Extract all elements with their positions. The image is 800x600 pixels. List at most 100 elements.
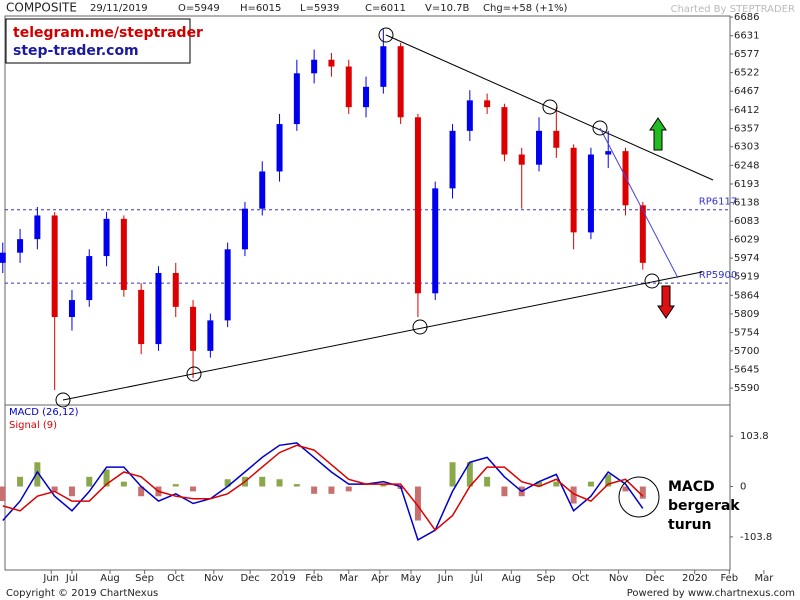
histogram-bar — [570, 486, 577, 504]
histogram-bar — [138, 486, 145, 497]
y-tick-label: 6248 — [734, 160, 759, 171]
header-field: Chg=+58 (+1%) — [483, 3, 567, 14]
histogram-bar — [605, 474, 612, 487]
x-tick-label: Feb — [720, 573, 738, 584]
candle-body — [570, 147, 577, 233]
y-tick-label: 6303 — [734, 142, 759, 153]
histogram-bar — [536, 481, 543, 487]
candle-body — [155, 272, 162, 345]
candle-body — [311, 59, 318, 74]
histogram-bar — [224, 479, 231, 487]
y-tick-label: 5754 — [734, 328, 759, 339]
x-tick-label: Aug — [502, 573, 522, 584]
chart-title: COMPOSITE — [6, 1, 77, 15]
candle-body — [605, 151, 612, 155]
histogram-bar — [34, 462, 41, 487]
candle-body — [414, 117, 421, 294]
y-tick-label: 5919 — [734, 272, 759, 283]
frame — [4, 15, 731, 571]
candle-body — [449, 130, 456, 189]
histogram-bar — [345, 486, 352, 492]
histogram-bar — [380, 484, 387, 487]
histogram-bar — [17, 476, 24, 487]
x-tick-label: Jun — [437, 573, 454, 584]
y-tick-label: 5590 — [734, 383, 759, 394]
y-tick-label: 5809 — [734, 309, 759, 320]
legend-entry: Signal (9) — [9, 420, 57, 431]
x-tick-label: Mar — [339, 573, 359, 584]
histogram-bar — [484, 476, 491, 487]
y-tick-label: 6686 — [734, 12, 759, 23]
down-arrow — [657, 285, 675, 319]
x-tick-label: Sep — [537, 573, 556, 584]
histogram-bar — [68, 486, 75, 497]
histogram-bar — [86, 476, 93, 487]
plot: 6686 6631 6577 6522 6467 6412 6357 6303 6248 6193… — [0, 12, 774, 584]
marker-circle — [412, 319, 428, 335]
marker-circle — [378, 27, 394, 43]
x-tick-label: Feb — [305, 573, 323, 584]
x-tick-label: Apr — [371, 573, 389, 584]
candle-body — [172, 272, 179, 307]
histogram-bar — [587, 481, 594, 487]
header-field: C=6011 — [365, 3, 406, 14]
x-tick-label: Sep — [135, 573, 154, 584]
footer-left: Copyright © 2019 ChartNexus — [6, 588, 158, 599]
candle-body — [397, 46, 404, 118]
header: 29/11/2019 O=5949 H=6015 L=5939 C=6011 V=10.7… — [90, 3, 567, 14]
x-tick-label: Mar — [754, 573, 774, 584]
histogram-bar — [172, 484, 179, 487]
y-tick-label: 103.8 — [740, 431, 769, 442]
histogram-bar — [120, 481, 127, 487]
y-tick-label: -103.8 — [740, 532, 772, 543]
histogram-bar — [553, 481, 560, 487]
y-tick-label: 6467 — [734, 86, 759, 97]
annotation: MACD — [668, 479, 715, 495]
x-tick-label: Nov — [204, 573, 224, 584]
candle-body — [501, 107, 508, 155]
x-tick-label: Dec — [645, 573, 664, 584]
reference-label: RP6117 — [699, 197, 737, 208]
candle-body — [138, 289, 145, 345]
candle-body — [241, 208, 248, 250]
annotation: bergerak — [668, 498, 740, 514]
marker-circle — [644, 273, 660, 289]
credit: Charted By STEPTRADER — [671, 4, 795, 15]
marker-circle — [592, 120, 608, 136]
candle-body — [34, 215, 41, 240]
candle-body — [380, 46, 387, 87]
histogram-bar — [639, 486, 646, 499]
candle-body — [466, 100, 473, 131]
marker-circle — [55, 392, 71, 408]
histogram-bar — [190, 486, 197, 492]
histogram-bar — [414, 486, 421, 521]
histogram-bar — [276, 479, 283, 487]
histogram-bar — [311, 486, 318, 494]
candle-body — [0, 252, 6, 263]
header-field: 29/11/2019 — [90, 3, 148, 14]
y-tick-label: 6029 — [734, 234, 759, 245]
x-tick-label: Aug — [100, 573, 120, 584]
up-arrow — [649, 117, 667, 151]
x-tick-label: Nov — [609, 573, 629, 584]
series-line — [2, 442, 644, 542]
candle-body — [536, 130, 543, 165]
x-tick-label: Dec — [240, 573, 259, 584]
annotations — [55, 27, 714, 518]
series-line — [2, 444, 644, 532]
histogram-bar — [259, 476, 266, 487]
candle-body — [518, 154, 525, 165]
histogram-bar — [293, 484, 300, 487]
candle-body — [587, 154, 594, 233]
y-tick-label: 6193 — [734, 179, 759, 190]
candle-body — [190, 306, 197, 351]
candle-body — [120, 218, 127, 290]
histogram-bar — [0, 486, 6, 502]
y-tick-label: 6083 — [734, 216, 759, 227]
candle-body — [328, 59, 335, 67]
y-tick-label: 5645 — [734, 364, 759, 375]
promo-box — [5, 18, 191, 64]
x-tick-label: Jul — [65, 573, 78, 584]
y-tick-label: 6522 — [734, 68, 759, 79]
histogram-bar — [501, 486, 508, 497]
